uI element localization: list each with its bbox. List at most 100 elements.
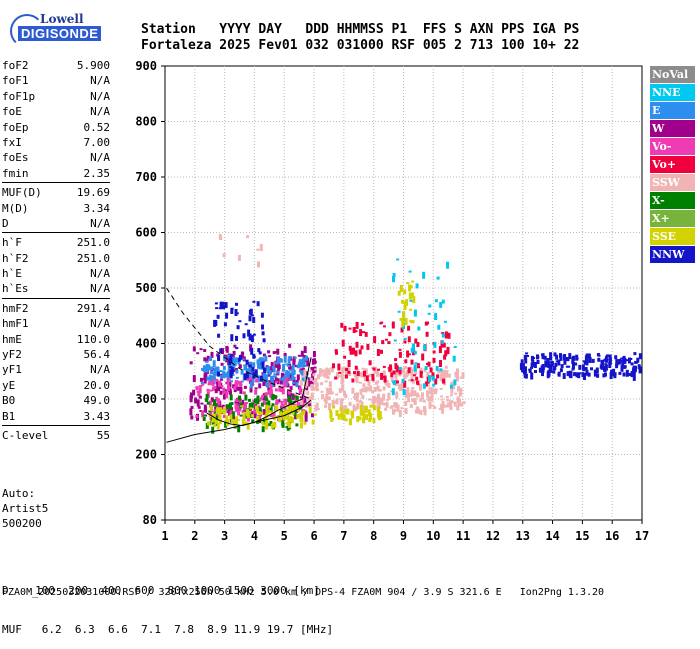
echo-point [575,372,579,378]
header-value: 22 [563,38,588,53]
echo-point [338,375,342,378]
echo-point [312,387,316,390]
echo-point [194,397,198,404]
echo-point [267,387,271,392]
echo-point [323,398,327,402]
echo-point [262,418,266,426]
echo-point [359,400,363,404]
echo-point [543,355,547,360]
echo-point [421,353,425,361]
param-row: D N/A [2,216,110,231]
echo-point [414,362,418,365]
param-row: M(D) 3.34 [2,201,110,216]
echo-point [434,313,438,320]
echo-point [383,375,387,383]
echo-point [229,366,233,369]
echo-point [236,380,240,385]
echo-point [403,340,407,344]
header-value: 005 [422,38,455,53]
echo-point [441,340,445,344]
echo-point [203,357,207,362]
echo-point [454,392,458,395]
echo-point [216,381,220,389]
echo-point [275,399,279,404]
echo-point [541,353,545,360]
echo-point [192,346,196,352]
echo-point [581,373,585,377]
echo-point [433,341,437,348]
echo-point [404,366,408,370]
param-name: MUF(D) [2,186,42,200]
echo-point [401,299,405,304]
echo-point [210,351,214,358]
echo-point [427,384,431,387]
echo-point [593,370,597,374]
echo-point [380,372,384,380]
echo-point [604,372,607,377]
echo-point [376,349,380,356]
echo-point [456,396,460,404]
param-value: N/A [90,363,110,377]
legend-entry: Vo- [650,138,695,155]
echo-point [267,366,271,374]
echo-point [249,377,253,381]
echo-point [235,398,239,402]
echo-point [362,383,366,388]
echo-point [237,411,241,416]
echo-point [249,381,253,389]
echo-point [451,383,455,388]
echo-point [364,386,368,393]
echo-point [351,378,355,383]
echo-point [341,413,345,416]
echo-point [235,376,239,379]
echo-point [441,333,445,338]
echo-point [270,423,274,429]
echo-point [209,382,213,385]
x-tick-label: 6 [310,529,317,543]
echo-point [356,416,360,422]
param-value: 251.0 [76,251,110,265]
echo-point [271,365,275,369]
echo-point [305,371,309,376]
header-value: 10+ [532,38,564,53]
param-row: hmF1 N/A [2,316,110,331]
echo-point [238,355,242,360]
echo-point [328,381,332,388]
echo-point [246,235,250,239]
echo-point [277,399,281,403]
echo-point [292,356,296,363]
echo-point [343,355,347,359]
param-row: h`F2 251.0 [2,251,110,266]
echo-point [320,382,324,386]
echo-point [246,422,250,430]
echo-point [521,363,525,370]
echo-point [356,392,359,398]
echo-point [238,320,242,323]
echo-point [343,390,346,396]
echo-point [412,374,416,377]
echo-point [372,380,376,383]
echo-point [429,367,433,373]
echo-point [604,363,608,366]
echo-point [230,407,233,414]
echo-point [560,364,564,369]
echo-point [334,376,338,380]
echo-point [308,406,312,414]
echo-point [434,390,438,395]
echo-point [265,398,269,402]
echo-point [285,422,289,425]
echo-point [256,359,260,365]
echo-point [325,393,329,400]
echo-point [261,361,265,369]
echo-point [412,379,415,384]
echo-point [303,421,307,425]
echo-point [630,371,634,378]
echo-point [403,409,407,412]
echo-point [268,405,272,408]
echo-point [261,394,265,398]
echo-point [403,337,407,340]
echo-point [416,406,420,411]
param-value: 291.4 [76,301,110,315]
param-name: foF2 [2,59,29,72]
echo-point [571,357,575,365]
